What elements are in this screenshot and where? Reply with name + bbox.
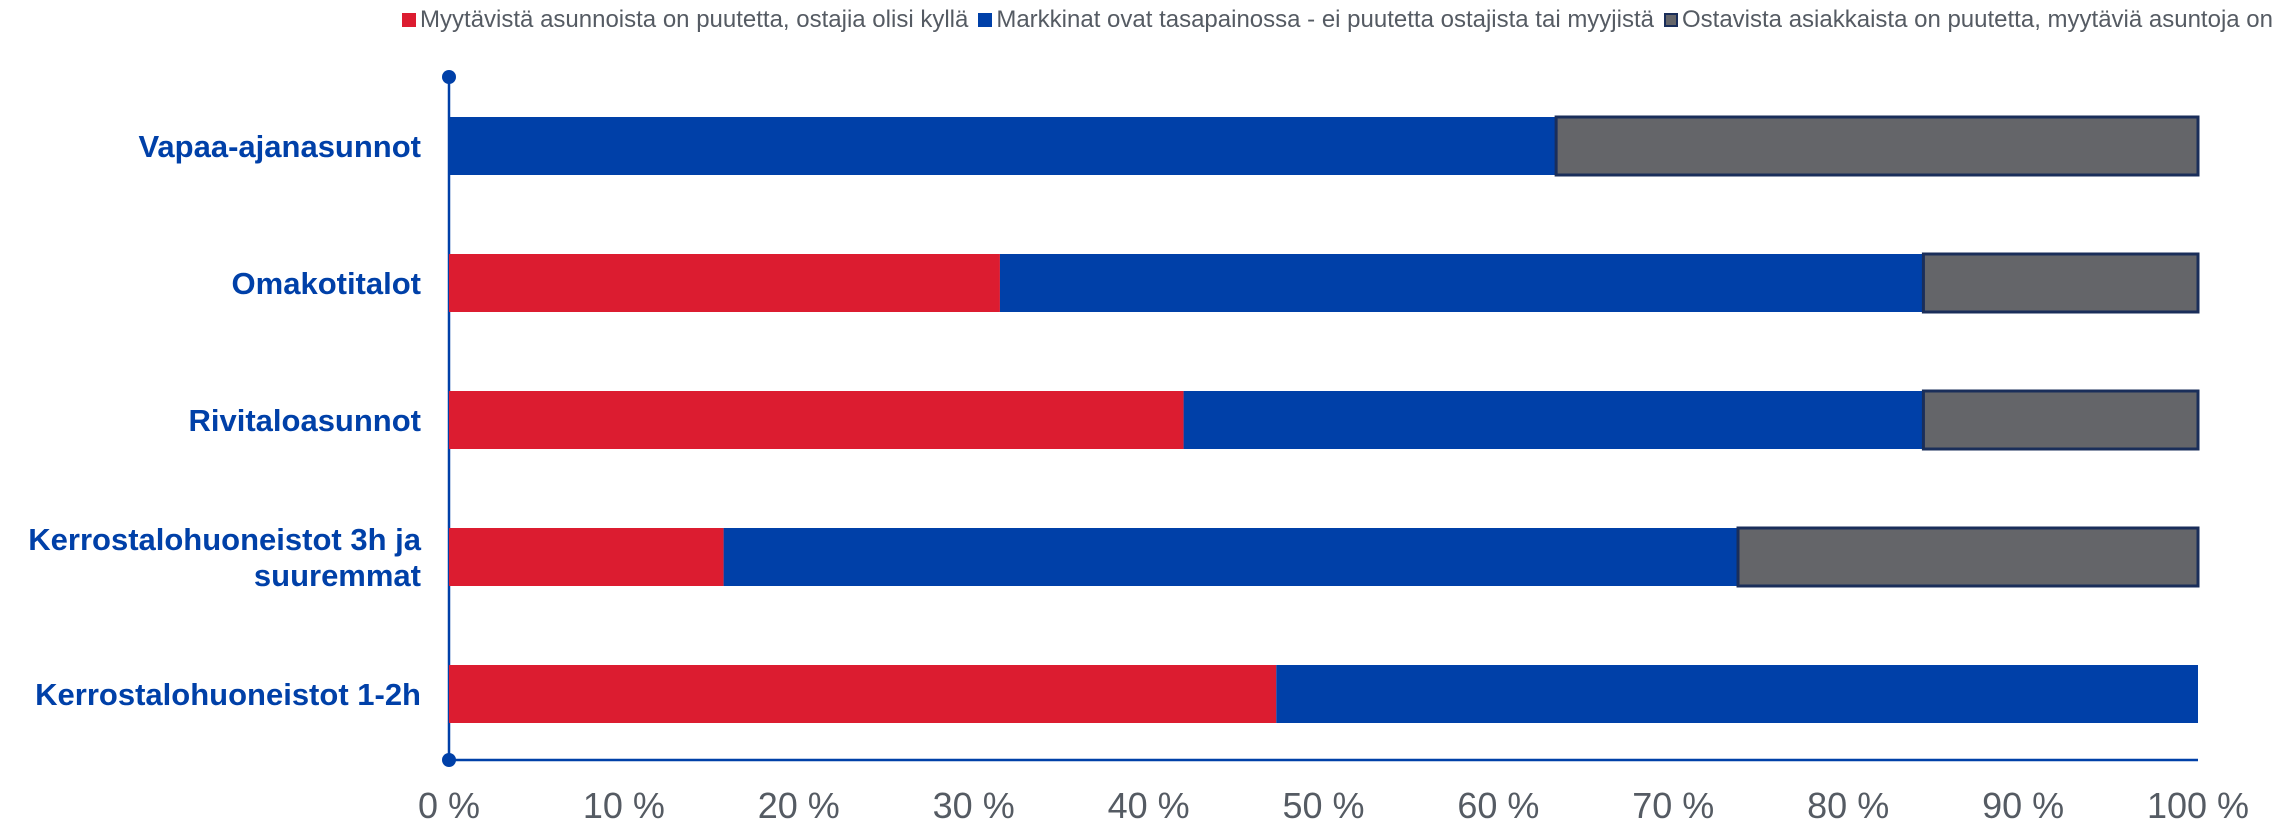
x-tick-label: 80 % [1807,785,1889,819]
bar-segment [723,528,1739,586]
x-tick-label: 70 % [1632,785,1714,819]
bar-segment [1183,391,1924,449]
x-tick-label: 30 % [933,785,1015,819]
legend-entry: Markkinat ovat tasapainossa - ei puutett… [978,6,1654,34]
bar-segment [1921,252,2200,314]
x-tick-label: 0 % [418,785,480,819]
legend-entry: Ostavista asiakkaista on puutetta, myytä… [1664,6,2273,34]
bar-segment [449,254,1000,312]
bar-segment [449,665,1277,723]
legend-swatch [1664,13,1678,27]
category-label: suuremmat [254,558,421,593]
category-label: Vapaa-ajanasunnot [138,129,421,164]
x-tick-label: 40 % [1108,785,1190,819]
bar-segment [999,254,1924,312]
x-tick-label: 100 % [2147,785,2249,819]
legend-swatch [402,13,417,27]
category-label: Omakotitalot [232,266,421,301]
legend-label: Myytävistä asunnoista on puutetta, ostaj… [420,6,969,33]
category-label: Kerrostalohuoneistot 1-2h [35,677,421,712]
x-tick-label: 60 % [1457,785,1539,819]
x-tick-label: 50 % [1282,785,1364,819]
bar-segment [449,528,724,586]
x-tick-label: 10 % [583,785,665,819]
legend-label: Ostavista asiakkaista on puutetta, myytä… [1682,6,2273,33]
bar-segment [1276,665,2198,723]
axis-end-dot [442,70,456,84]
bar-segment [1554,115,2200,177]
category-label: Rivitaloasunnot [188,403,421,438]
x-tick-label: 20 % [758,785,840,819]
axis-origin-dot [442,753,456,767]
bar-segment [1921,389,2200,451]
legend-entry: Myytävistä asunnoista on puutetta, ostaj… [402,6,968,34]
legend-label: Markkinat ovat tasapainossa - ei puutett… [996,6,1654,33]
x-tick-label: 90 % [1982,785,2064,819]
chart-legend: Myytävistä asunnoista on puutetta, ostaj… [0,0,2273,40]
bar-segment [449,391,1184,449]
legend-swatch [978,13,993,27]
bar-segment [449,117,1557,175]
bar-segment [1736,526,2200,588]
category-label: Kerrostalohuoneistot 3h ja [28,522,421,557]
